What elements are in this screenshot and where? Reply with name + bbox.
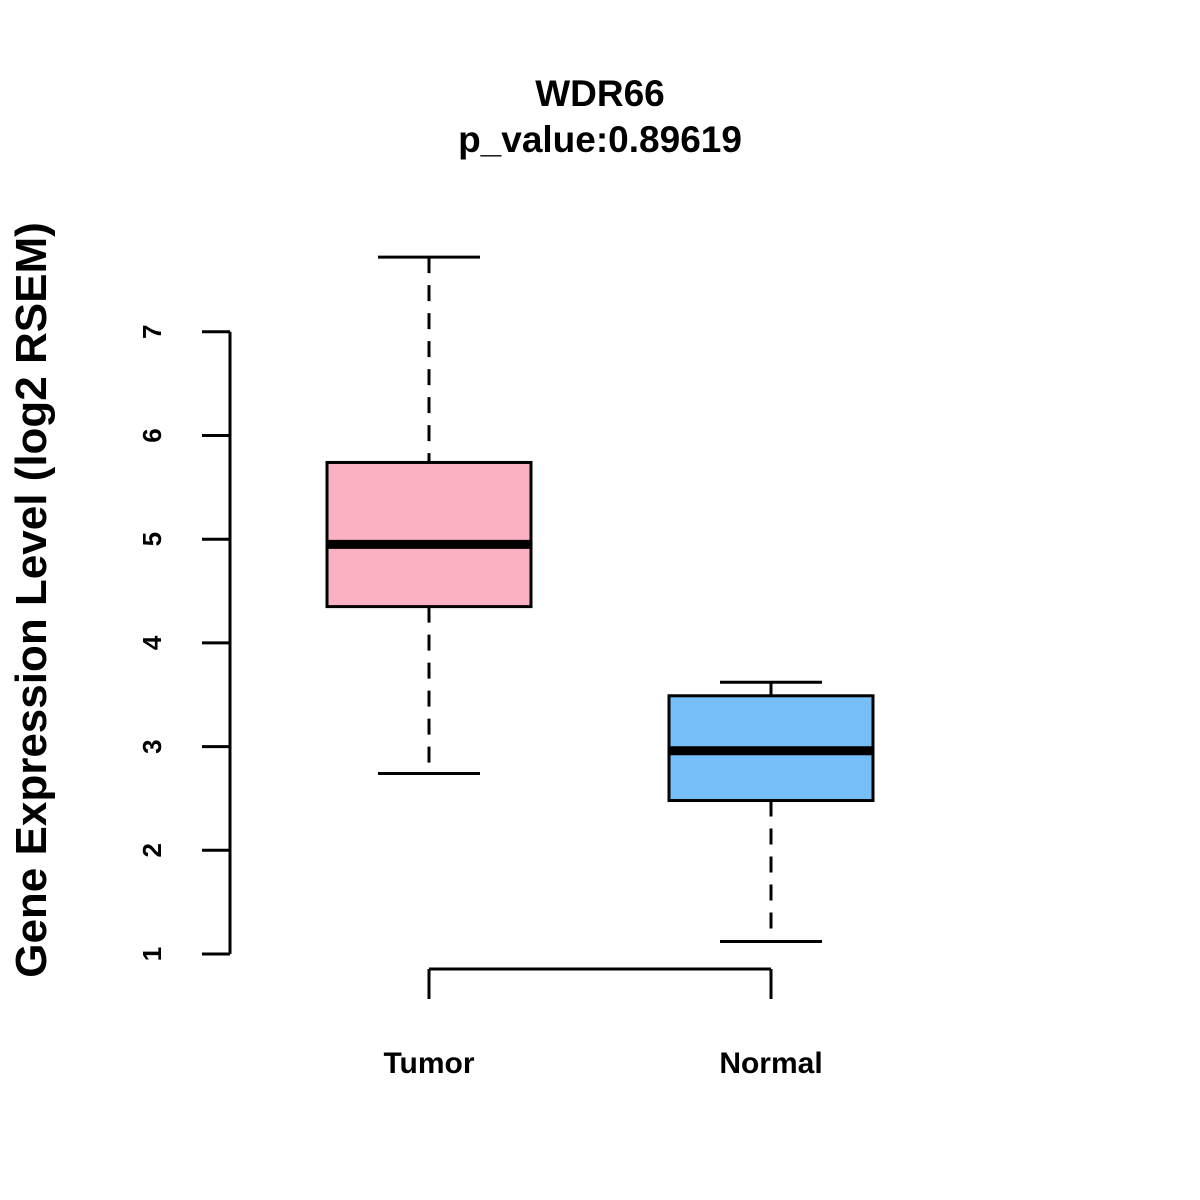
y-tick-label-3: 3 xyxy=(137,739,167,753)
chart-subtitle: p_value:0.89619 xyxy=(458,119,742,160)
y-tick-label-4: 4 xyxy=(137,635,167,650)
y-tick-label-6: 6 xyxy=(137,428,167,442)
y-axis-label: Gene Expression Level (log2 RSEM) xyxy=(7,222,56,978)
chart-title: WDR66 xyxy=(535,73,665,114)
y-tick-label-7: 7 xyxy=(137,325,167,339)
x-tick-label-normal: Normal xyxy=(719,1047,822,1080)
y-tick-label-1: 1 xyxy=(137,947,167,961)
iqr-box xyxy=(325,460,533,609)
y-axis: 1 2 3 4 5 6 7 xyxy=(137,325,232,961)
y-tick-label-2: 2 xyxy=(137,843,167,857)
boxes-layer xyxy=(325,255,875,944)
x-tick-label-tumor: Tumor xyxy=(383,1047,474,1080)
box-normal xyxy=(667,680,875,944)
y-tick-label-5: 5 xyxy=(137,532,167,546)
box-tumor xyxy=(325,255,533,776)
x-axis: Tumor Normal xyxy=(383,967,823,1080)
